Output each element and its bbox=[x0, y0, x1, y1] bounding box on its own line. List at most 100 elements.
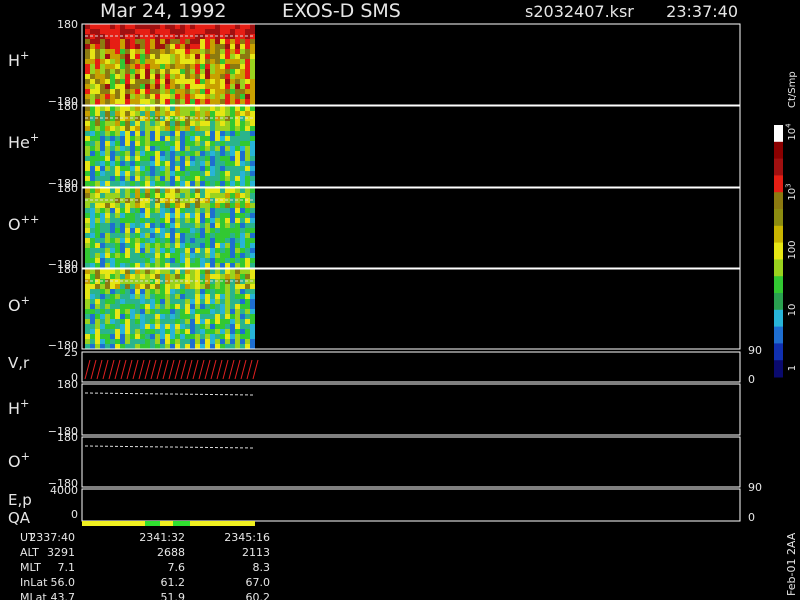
spectrogram-cell bbox=[165, 54, 170, 59]
spectrogram-cell bbox=[220, 94, 225, 99]
spectrogram-cell bbox=[200, 289, 205, 294]
spectrogram-cell bbox=[200, 339, 205, 344]
species-label: H+ bbox=[8, 397, 29, 418]
spectrogram-cell bbox=[150, 218, 155, 223]
spectrogram-cell bbox=[105, 49, 110, 54]
spectrogram-cell bbox=[235, 161, 240, 166]
spectrogram-cell bbox=[245, 171, 250, 176]
spectrogram-cell bbox=[205, 339, 210, 344]
spectrogram-cell bbox=[185, 54, 190, 59]
spectrogram-cell bbox=[130, 329, 135, 334]
pitch-trace bbox=[84, 445, 256, 449]
spectrogram-cell bbox=[105, 141, 110, 146]
spectrogram-cell bbox=[230, 269, 235, 274]
spectrogram-cell bbox=[105, 79, 110, 84]
spectrogram-cell bbox=[145, 344, 150, 349]
spectrogram-cell bbox=[205, 44, 210, 49]
spectrogram-cell bbox=[235, 44, 240, 49]
spectrogram-cell bbox=[155, 243, 160, 248]
spectrogram-cell bbox=[245, 233, 250, 238]
spectrogram-cell bbox=[160, 59, 165, 64]
spectrogram-cell bbox=[145, 329, 150, 334]
spectrogram-cell bbox=[230, 314, 235, 319]
spectrogram-cell bbox=[130, 44, 135, 49]
spectrogram-cell bbox=[195, 69, 200, 74]
spectrogram-cell bbox=[225, 334, 230, 339]
spectrogram-cell bbox=[170, 126, 175, 131]
spectrogram-cell bbox=[235, 79, 240, 84]
spectrogram-cell bbox=[85, 146, 90, 151]
spectrogram-cell bbox=[165, 126, 170, 131]
spectrogram-cell bbox=[105, 304, 110, 309]
spectrogram-cell bbox=[200, 248, 205, 253]
spectrogram-cell bbox=[245, 213, 250, 218]
spectrogram-cell bbox=[140, 314, 145, 319]
spectrogram-cell bbox=[125, 238, 130, 243]
spectrogram-cell bbox=[145, 203, 150, 208]
spectrogram-cell bbox=[205, 314, 210, 319]
spectrogram-cell bbox=[220, 324, 225, 329]
spectrogram-cell bbox=[215, 314, 220, 319]
spectrogram-cell bbox=[245, 136, 250, 141]
spectrogram-cell bbox=[135, 344, 140, 349]
spectrogram-cell bbox=[160, 131, 165, 136]
spectrogram-cell bbox=[110, 176, 115, 181]
spectrogram-cell bbox=[185, 203, 190, 208]
spectrogram-cell bbox=[250, 188, 255, 193]
spectrogram-cell bbox=[200, 64, 205, 69]
spectrogram-cell bbox=[200, 39, 205, 44]
spectrogram-cell bbox=[165, 274, 170, 279]
spectrogram-cell bbox=[240, 146, 245, 151]
spectrogram-cell bbox=[240, 208, 245, 213]
spectrogram-cell bbox=[150, 181, 155, 186]
spectrogram-cell bbox=[230, 344, 235, 349]
colorbar-unit: Ct/Smp bbox=[787, 71, 798, 108]
spectrogram-cell bbox=[95, 79, 100, 84]
spectrogram-cell bbox=[150, 49, 155, 54]
colorbar-tick-label-base: 10 bbox=[787, 304, 798, 317]
spectrogram-cell bbox=[155, 258, 160, 263]
spectrogram-cell bbox=[90, 166, 95, 171]
spectrogram-cell bbox=[95, 146, 100, 151]
species-label-base: He bbox=[8, 133, 30, 152]
spectrogram-cell bbox=[140, 274, 145, 279]
spectrogram-cell bbox=[175, 44, 180, 49]
spectrogram-cell bbox=[200, 304, 205, 309]
spectrogram-cell bbox=[110, 188, 115, 193]
spectrogram-cell bbox=[95, 208, 100, 213]
spectrogram-cell bbox=[185, 188, 190, 193]
spectrogram-cell bbox=[135, 258, 140, 263]
spectrogram-cell bbox=[85, 319, 90, 324]
spectrogram-cell bbox=[165, 24, 170, 29]
spectrogram-cell bbox=[240, 344, 245, 349]
spectrogram-cell bbox=[210, 146, 215, 151]
spectrogram-cell bbox=[85, 151, 90, 156]
spectrogram-cell bbox=[140, 84, 145, 89]
spectrogram-cell bbox=[190, 121, 195, 126]
spectrogram-cell bbox=[105, 218, 110, 223]
spectrogram-cell bbox=[175, 253, 180, 258]
spectrogram-cell bbox=[250, 248, 255, 253]
spectrogram-cell bbox=[125, 304, 130, 309]
spectrogram-cell bbox=[155, 151, 160, 156]
spectrogram-cell bbox=[225, 111, 230, 116]
spectrogram-cell bbox=[105, 274, 110, 279]
spectrogram-cell bbox=[105, 309, 110, 314]
spectrogram-cell bbox=[160, 309, 165, 314]
spectrogram-cell bbox=[95, 89, 100, 94]
spectrogram-cell bbox=[205, 111, 210, 116]
spectrogram-cell bbox=[195, 339, 200, 344]
spectrogram-cell bbox=[235, 24, 240, 29]
spectrogram-cell bbox=[95, 131, 100, 136]
spectrogram-cell bbox=[105, 156, 110, 161]
spectrogram-cell bbox=[95, 258, 100, 263]
spectrogram-cell bbox=[240, 89, 245, 94]
spectrogram-cell bbox=[230, 208, 235, 213]
spectrogram-cell bbox=[235, 54, 240, 59]
spectrogram-cell bbox=[90, 84, 95, 89]
spectrogram-cell bbox=[115, 248, 120, 253]
spectrogram-cell bbox=[85, 111, 90, 116]
spectrogram-cell bbox=[130, 146, 135, 151]
spectrogram-cell bbox=[125, 59, 130, 64]
spectrogram-cell bbox=[115, 263, 120, 268]
